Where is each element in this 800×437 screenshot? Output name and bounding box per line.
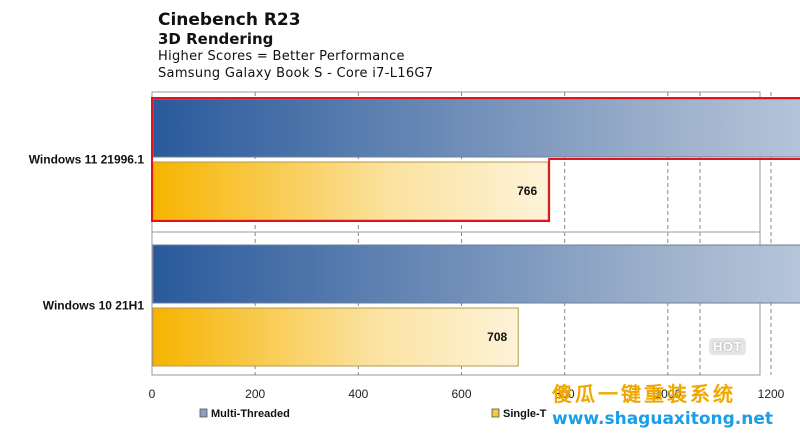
grid-lines [151, 91, 772, 376]
data-label-1-1: 708 [487, 330, 507, 344]
bar-1-0 [152, 244, 800, 304]
x-tick-label-1200: 1200 [758, 387, 785, 401]
legend-label-1: Single-T [503, 408, 547, 420]
chart-note: Higher Scores = Better Performance [158, 49, 405, 64]
watermark-chinese-text: 傻瓜一键重装系统 [552, 382, 736, 406]
hot-logo-badge: HOT [709, 338, 746, 355]
category-label-0: Windows 11 21996.1 [29, 153, 145, 167]
x-tick-label-200: 200 [245, 387, 265, 401]
x-tick-label-400: 400 [348, 387, 368, 401]
bar-0-0 [152, 98, 800, 158]
highlight-outline [151, 97, 800, 222]
chart-titles: Cinebench R23 3D Rendering Higher Scores… [158, 10, 433, 82]
chart-device: Samsung Galaxy Book S - Core i7-L16G7 [158, 66, 434, 81]
legend-label-0: Multi-Threaded [211, 408, 290, 420]
data-label-0-1: 766 [517, 184, 537, 198]
bars [151, 97, 800, 367]
legend-swatch-1 [491, 408, 500, 418]
bar-1-1 [152, 307, 519, 367]
chart-subtitle: 3D Rendering [158, 30, 274, 48]
legend-swatch-0 [199, 408, 208, 418]
x-tick-label-800: 800 [555, 387, 575, 401]
x-tick-label-0: 0 [149, 387, 156, 401]
x-tick-label-600: 600 [451, 387, 471, 401]
plot-frame [151, 91, 761, 376]
labels: 0200400600800100012001842766Windows 11 2… [29, 153, 785, 421]
category-label-1: Windows 10 21H1 [43, 299, 145, 313]
bar-0-1 [152, 161, 549, 221]
x-tick-label-1000: 1000 [654, 387, 681, 401]
site-watermark: 傻瓜一键重装系统 www.shaguaxitong.net [552, 378, 792, 434]
chart-title: Cinebench R23 [158, 10, 301, 30]
watermark-url: www.shaguaxitong.net [552, 409, 774, 429]
